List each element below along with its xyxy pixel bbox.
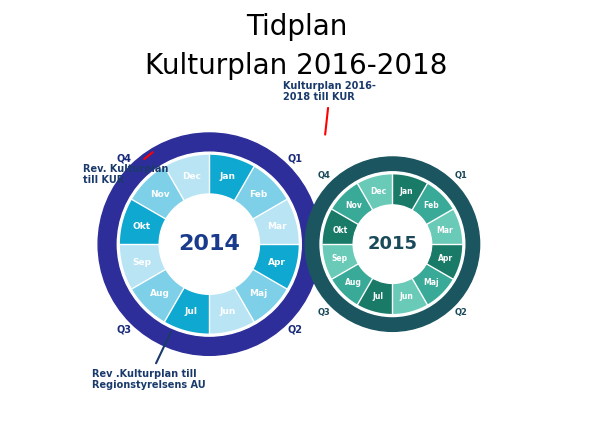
Text: Maj: Maj <box>423 278 439 287</box>
Text: Jan: Jan <box>400 187 413 196</box>
Text: Jun: Jun <box>219 307 235 316</box>
Circle shape <box>305 157 480 331</box>
Text: Nov: Nov <box>150 191 170 199</box>
Text: Dec: Dec <box>181 172 201 181</box>
Polygon shape <box>332 184 373 225</box>
Text: Mar: Mar <box>436 225 454 235</box>
Text: Kulturplan 2016-2018: Kulturplan 2016-2018 <box>145 52 448 80</box>
Polygon shape <box>209 288 254 334</box>
Polygon shape <box>234 269 286 322</box>
Text: Okt: Okt <box>332 225 347 235</box>
Text: Q1: Q1 <box>454 171 467 180</box>
Text: Aug: Aug <box>346 278 362 287</box>
Text: Rev .Kulturplan till
Regionstyrelsens AU: Rev .Kulturplan till Regionstyrelsens AU <box>91 332 205 390</box>
Text: Aug: Aug <box>150 289 170 298</box>
Text: 2015: 2015 <box>368 235 417 253</box>
Text: 2014: 2014 <box>178 234 240 254</box>
Circle shape <box>320 172 465 317</box>
Circle shape <box>355 206 431 282</box>
Text: Apr: Apr <box>438 254 452 263</box>
Text: Feb: Feb <box>250 191 268 199</box>
Text: Maj: Maj <box>250 289 268 298</box>
Polygon shape <box>426 244 462 279</box>
Text: Nov: Nov <box>346 201 362 210</box>
Text: Sep: Sep <box>132 258 151 267</box>
Text: Q4: Q4 <box>317 171 330 180</box>
Polygon shape <box>120 200 166 244</box>
Text: Jul: Jul <box>185 307 197 316</box>
Text: Jan: Jan <box>219 172 235 181</box>
Polygon shape <box>132 269 184 322</box>
Polygon shape <box>120 244 166 289</box>
Polygon shape <box>393 174 428 210</box>
Text: Jun: Jun <box>400 292 413 301</box>
Polygon shape <box>234 167 286 219</box>
Text: Q3: Q3 <box>116 324 132 334</box>
Polygon shape <box>253 200 299 244</box>
Text: Sep: Sep <box>331 254 348 263</box>
Text: Feb: Feb <box>423 201 439 210</box>
Text: Jul: Jul <box>373 292 384 301</box>
Polygon shape <box>323 244 358 279</box>
Circle shape <box>117 152 301 336</box>
Text: Rev. Kulturplan
till KUR: Rev. Kulturplan till KUR <box>83 152 168 185</box>
Text: Kulturplan 2016-
2018 till KUR: Kulturplan 2016- 2018 till KUR <box>283 81 377 135</box>
Circle shape <box>172 207 246 281</box>
Polygon shape <box>393 278 428 314</box>
Polygon shape <box>332 264 373 305</box>
Polygon shape <box>165 288 209 334</box>
Polygon shape <box>323 209 358 244</box>
Circle shape <box>353 205 432 283</box>
Circle shape <box>159 194 260 294</box>
Text: Tidplan: Tidplan <box>246 13 347 41</box>
Polygon shape <box>253 244 299 289</box>
Text: Okt: Okt <box>133 221 151 231</box>
Polygon shape <box>209 155 254 201</box>
Text: Q4: Q4 <box>116 154 132 164</box>
Text: Q3: Q3 <box>318 308 330 317</box>
Circle shape <box>98 133 320 355</box>
Text: Mar: Mar <box>267 221 286 231</box>
Polygon shape <box>132 167 184 219</box>
Circle shape <box>364 216 421 272</box>
Text: Q2: Q2 <box>287 324 302 334</box>
Polygon shape <box>412 184 453 225</box>
Polygon shape <box>426 209 462 244</box>
Text: Dec: Dec <box>370 187 387 196</box>
Polygon shape <box>358 174 393 210</box>
Text: Apr: Apr <box>268 258 286 267</box>
Circle shape <box>161 195 258 293</box>
Polygon shape <box>165 155 209 201</box>
Polygon shape <box>412 264 453 305</box>
Text: Q1: Q1 <box>287 154 302 164</box>
Polygon shape <box>358 278 393 314</box>
Text: Q2: Q2 <box>454 308 467 317</box>
